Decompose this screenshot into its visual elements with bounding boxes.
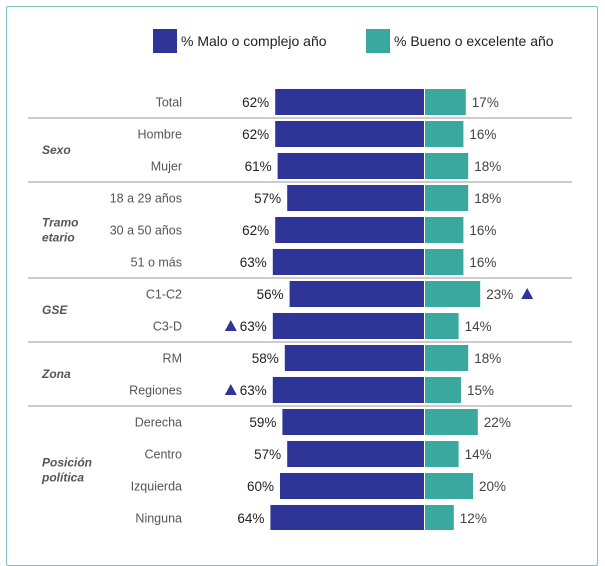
legend-label-malo: % Malo o complejo año (181, 33, 327, 49)
group-label: GSE (42, 303, 68, 317)
value-label-malo: 61% (245, 159, 272, 174)
bar-malo (277, 153, 424, 179)
category-label: 18 a 29 años (110, 192, 182, 206)
category-label: Mujer (151, 160, 182, 174)
bar-bueno (425, 345, 469, 371)
value-label-bueno: 14% (465, 447, 492, 462)
bar-malo (287, 441, 424, 467)
value-label-malo: 57% (254, 191, 281, 206)
value-label-bueno: 20% (479, 479, 506, 494)
bar-malo (287, 185, 424, 211)
category-label: 30 a 50 años (110, 224, 182, 238)
value-label-malo: 63% (240, 383, 267, 398)
bar-bueno (425, 121, 464, 147)
bar-bueno (425, 473, 473, 499)
value-label-malo: 62% (242, 127, 269, 142)
category-label: 51 o más (131, 256, 182, 270)
bar-malo (275, 89, 424, 115)
significance-up-icon (521, 288, 534, 299)
bar-malo (282, 409, 424, 435)
value-label-bueno: 12% (460, 511, 487, 526)
value-label-bueno: 16% (469, 127, 496, 142)
value-label-malo: 58% (252, 351, 279, 366)
value-label-malo: 63% (240, 255, 267, 270)
value-label-bueno: 16% (469, 255, 496, 270)
group-label: Tramo (42, 216, 78, 230)
category-label: Hombre (138, 128, 183, 142)
bar-bueno (425, 217, 464, 243)
significance-up-icon (224, 384, 237, 395)
value-label-bueno: 16% (469, 223, 496, 238)
category-label: C3-D (153, 320, 182, 334)
category-label: Centro (144, 448, 182, 462)
bar-bueno (425, 281, 481, 307)
group-label: Posición (42, 456, 92, 470)
category-label: Regiones (129, 384, 182, 398)
bar-bueno (425, 89, 466, 115)
category-label: RM (163, 352, 182, 366)
diverging-bar-chart: % Malo o complejo año % Bueno o excelente… (28, 29, 572, 530)
bar-malo (272, 249, 424, 275)
group-label: Sexo (42, 143, 71, 157)
value-label-malo: 60% (247, 479, 274, 494)
bar-malo (289, 281, 424, 307)
bar-bueno (425, 409, 478, 435)
category-label: C1-C2 (146, 288, 182, 302)
bar-bueno (425, 249, 464, 275)
value-label-malo: 63% (240, 319, 267, 334)
bar-bueno (425, 153, 469, 179)
legend-swatch-malo (153, 29, 177, 53)
value-label-bueno: 14% (465, 319, 492, 334)
value-label-bueno: 23% (486, 287, 513, 302)
bar-malo (275, 121, 424, 147)
significance-up-icon (224, 320, 237, 331)
category-label: Ninguna (135, 512, 182, 526)
value-label-bueno: 22% (484, 415, 511, 430)
group-label: Zona (41, 367, 71, 381)
bar-malo (272, 377, 424, 403)
category-label: Total (156, 96, 182, 110)
bar-bueno (425, 377, 461, 403)
value-label-bueno: 15% (467, 383, 494, 398)
value-label-bueno: 18% (474, 191, 501, 206)
legend-swatch-bueno (366, 29, 390, 53)
bar-malo (275, 217, 424, 243)
value-label-malo: 62% (242, 223, 269, 238)
category-label: Derecha (135, 416, 182, 430)
value-label-malo: 59% (249, 415, 276, 430)
value-label-malo: 56% (257, 287, 284, 302)
value-label-malo: 62% (242, 95, 269, 110)
value-label-bueno: 17% (472, 95, 499, 110)
legend-label-bueno: % Bueno o excelente año (394, 33, 554, 49)
bar-malo (272, 313, 424, 339)
value-label-bueno: 18% (474, 351, 501, 366)
value-label-malo: 57% (254, 447, 281, 462)
bar-malo (270, 505, 424, 530)
bar-bueno (425, 505, 454, 530)
bar-malo (280, 473, 424, 499)
category-label: Izquierda (131, 480, 182, 494)
group-label: política (41, 471, 84, 485)
bar-bueno (425, 313, 459, 339)
bar-bueno (425, 185, 469, 211)
bar-malo (284, 345, 424, 371)
value-label-malo: 64% (237, 511, 264, 526)
bar-bueno (425, 441, 459, 467)
group-label: etario (42, 231, 75, 245)
value-label-bueno: 18% (474, 159, 501, 174)
